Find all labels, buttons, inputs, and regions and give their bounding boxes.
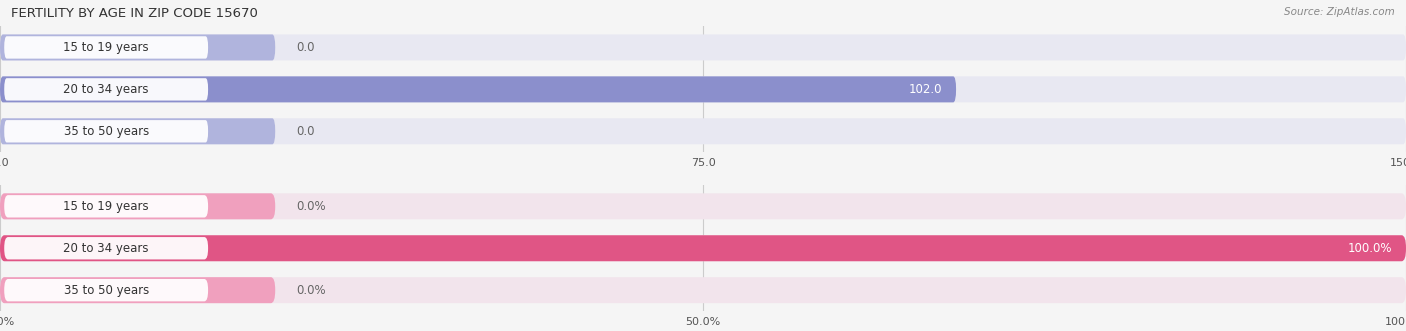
Text: 0.0%: 0.0% — [297, 200, 326, 213]
FancyBboxPatch shape — [0, 193, 1406, 219]
Text: 0.0: 0.0 — [297, 125, 315, 138]
Text: 0.0: 0.0 — [297, 41, 315, 54]
FancyBboxPatch shape — [4, 120, 208, 142]
FancyBboxPatch shape — [4, 78, 208, 101]
Text: 102.0: 102.0 — [908, 83, 942, 96]
FancyBboxPatch shape — [0, 76, 956, 102]
FancyBboxPatch shape — [0, 235, 1406, 261]
Text: 35 to 50 years: 35 to 50 years — [63, 284, 149, 297]
Text: 20 to 34 years: 20 to 34 years — [63, 242, 149, 255]
FancyBboxPatch shape — [0, 277, 1406, 303]
Text: 35 to 50 years: 35 to 50 years — [63, 125, 149, 138]
FancyBboxPatch shape — [0, 277, 276, 303]
Text: 0.0%: 0.0% — [297, 284, 326, 297]
Text: 15 to 19 years: 15 to 19 years — [63, 200, 149, 213]
FancyBboxPatch shape — [0, 76, 1406, 102]
FancyBboxPatch shape — [4, 36, 208, 59]
Text: 15 to 19 years: 15 to 19 years — [63, 41, 149, 54]
Text: Source: ZipAtlas.com: Source: ZipAtlas.com — [1284, 7, 1395, 17]
FancyBboxPatch shape — [0, 118, 276, 144]
FancyBboxPatch shape — [0, 34, 1406, 61]
Text: 100.0%: 100.0% — [1347, 242, 1392, 255]
Text: FERTILITY BY AGE IN ZIP CODE 15670: FERTILITY BY AGE IN ZIP CODE 15670 — [11, 7, 259, 20]
FancyBboxPatch shape — [0, 118, 1406, 144]
FancyBboxPatch shape — [4, 279, 208, 301]
FancyBboxPatch shape — [4, 237, 208, 260]
Text: 20 to 34 years: 20 to 34 years — [63, 83, 149, 96]
FancyBboxPatch shape — [0, 193, 276, 219]
FancyBboxPatch shape — [0, 34, 276, 61]
FancyBboxPatch shape — [4, 195, 208, 217]
FancyBboxPatch shape — [0, 235, 1406, 261]
